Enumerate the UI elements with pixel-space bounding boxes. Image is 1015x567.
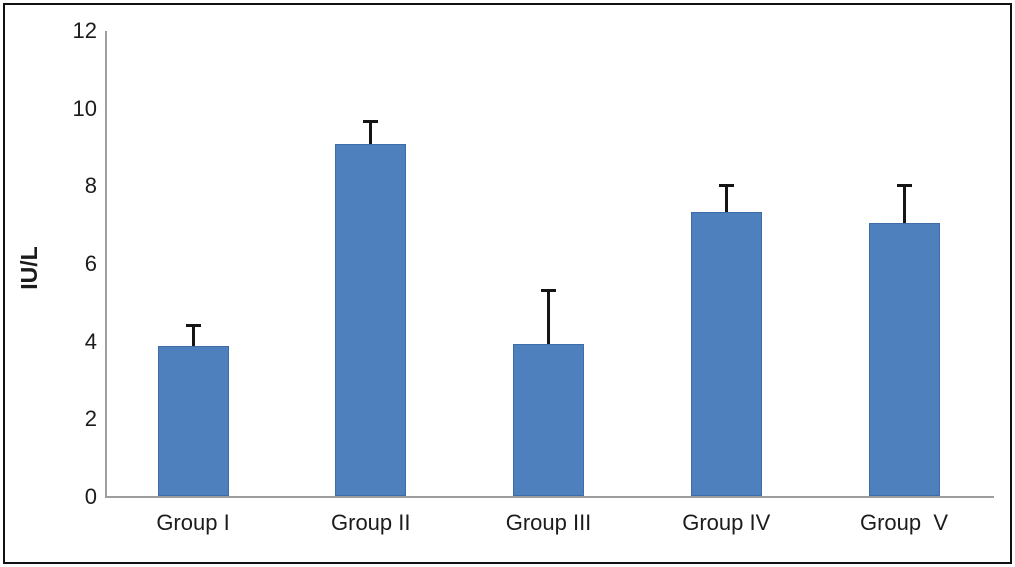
x-category-label: Group II: [331, 510, 411, 535]
y-axis-title: IU/L: [16, 246, 42, 290]
x-category-label: Group I: [156, 510, 230, 535]
x-category-label: Group V: [859, 510, 949, 535]
y-tick-label: 4: [84, 328, 97, 354]
error-bar: [902, 184, 906, 224]
x-category-label: Group III: [505, 510, 592, 535]
y-tick-label: 12: [72, 18, 97, 43]
error-bar: [547, 289, 550, 344]
bar: [513, 343, 584, 496]
bar: [868, 223, 940, 496]
y-tick-label: 0: [84, 484, 97, 509]
y-tick-label: 10: [72, 95, 97, 121]
bar: [335, 143, 407, 496]
error-bar-cap: [185, 324, 201, 328]
y-axis-line: [105, 31, 107, 498]
error-bar-cap: [363, 120, 379, 124]
y-tick-label: 6: [84, 251, 97, 276]
bar: [690, 211, 762, 496]
error-bar: [191, 324, 195, 346]
figure-border: [3, 3, 1012, 564]
error-bar-cap: [541, 289, 556, 293]
error-bar-cap: [896, 184, 912, 188]
error-bar: [724, 183, 728, 212]
y-tick-label: 2: [84, 406, 97, 432]
error-bar-cap: [718, 183, 734, 187]
error-bar: [369, 120, 373, 144]
y-tick-label: 8: [84, 173, 97, 199]
x-category-label: Group IV: [682, 510, 771, 535]
x-axis-line: [105, 496, 994, 498]
bar: [157, 345, 229, 496]
